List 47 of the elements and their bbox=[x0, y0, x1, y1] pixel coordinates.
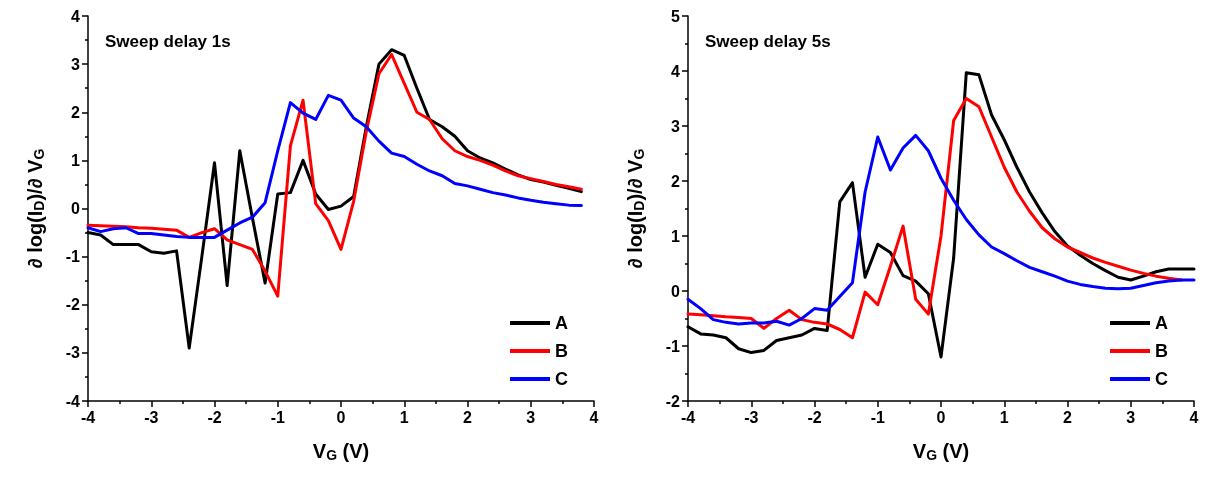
line-series bbox=[686, 97, 1183, 340]
line-series bbox=[86, 93, 583, 239]
y-tick-label: -1 bbox=[65, 248, 81, 266]
x-tick-label: -3 bbox=[744, 408, 759, 426]
x-tick-label: 0 bbox=[336, 408, 346, 426]
x-tick-label: 0 bbox=[936, 408, 946, 426]
x-tick-label: -2 bbox=[207, 408, 222, 426]
y-tick-label: 2 bbox=[71, 103, 81, 121]
y-tick-label: 0 bbox=[671, 282, 681, 300]
y-tick-label: 2 bbox=[671, 172, 681, 190]
legend-label: B bbox=[555, 341, 568, 361]
y-tick-label: 1 bbox=[671, 227, 681, 245]
y-axis-title: ∂ log(ID)/∂ VG bbox=[623, 148, 647, 269]
y-tick-label: -3 bbox=[65, 344, 81, 362]
text: Sweep delay 5s bbox=[705, 32, 831, 51]
y-tick-label: 4 bbox=[671, 62, 681, 80]
x-tick-label: -3 bbox=[144, 408, 159, 426]
line-series bbox=[686, 133, 1196, 327]
legend-label: B bbox=[1155, 341, 1168, 361]
x-tick-label: 1 bbox=[399, 408, 409, 426]
x-tick-label: 1 bbox=[999, 408, 1009, 426]
y-tick-label: 4 bbox=[71, 7, 81, 25]
y-tick-label: 3 bbox=[71, 55, 81, 73]
y-tick-label: 5 bbox=[671, 7, 681, 25]
y-tick-label: -2 bbox=[65, 296, 81, 314]
text: Sweep delay 1s bbox=[105, 32, 231, 51]
legend-label: A bbox=[555, 313, 568, 333]
y-tick-label: -1 bbox=[665, 337, 681, 355]
y-tick-label: 1 bbox=[71, 151, 81, 169]
y-tick-label: 0 bbox=[71, 200, 81, 217]
legend-label: A bbox=[1155, 313, 1168, 333]
legend-label: C bbox=[555, 369, 568, 389]
x-tick-label: 2 bbox=[463, 408, 473, 426]
line-series bbox=[86, 53, 583, 298]
y-tick-label: -4 bbox=[65, 392, 81, 410]
y-tick-label: -2 bbox=[665, 392, 681, 410]
y-axis-title: ∂ log(ID)/∂ VG bbox=[23, 148, 47, 269]
x-tick-label: 3 bbox=[1126, 408, 1136, 426]
x-tick-label: 2 bbox=[1063, 408, 1073, 426]
x-tick-label: -1 bbox=[870, 408, 885, 426]
x-tick-label: -2 bbox=[807, 408, 822, 426]
x-tick-label: 4 bbox=[1189, 408, 1199, 426]
x-tick-label: 4 bbox=[589, 408, 599, 426]
x-tick-label: 3 bbox=[526, 408, 536, 426]
x-tick-label: -1 bbox=[270, 408, 285, 426]
legend-label: C bbox=[1155, 369, 1168, 389]
y-tick-label: 3 bbox=[671, 117, 681, 135]
